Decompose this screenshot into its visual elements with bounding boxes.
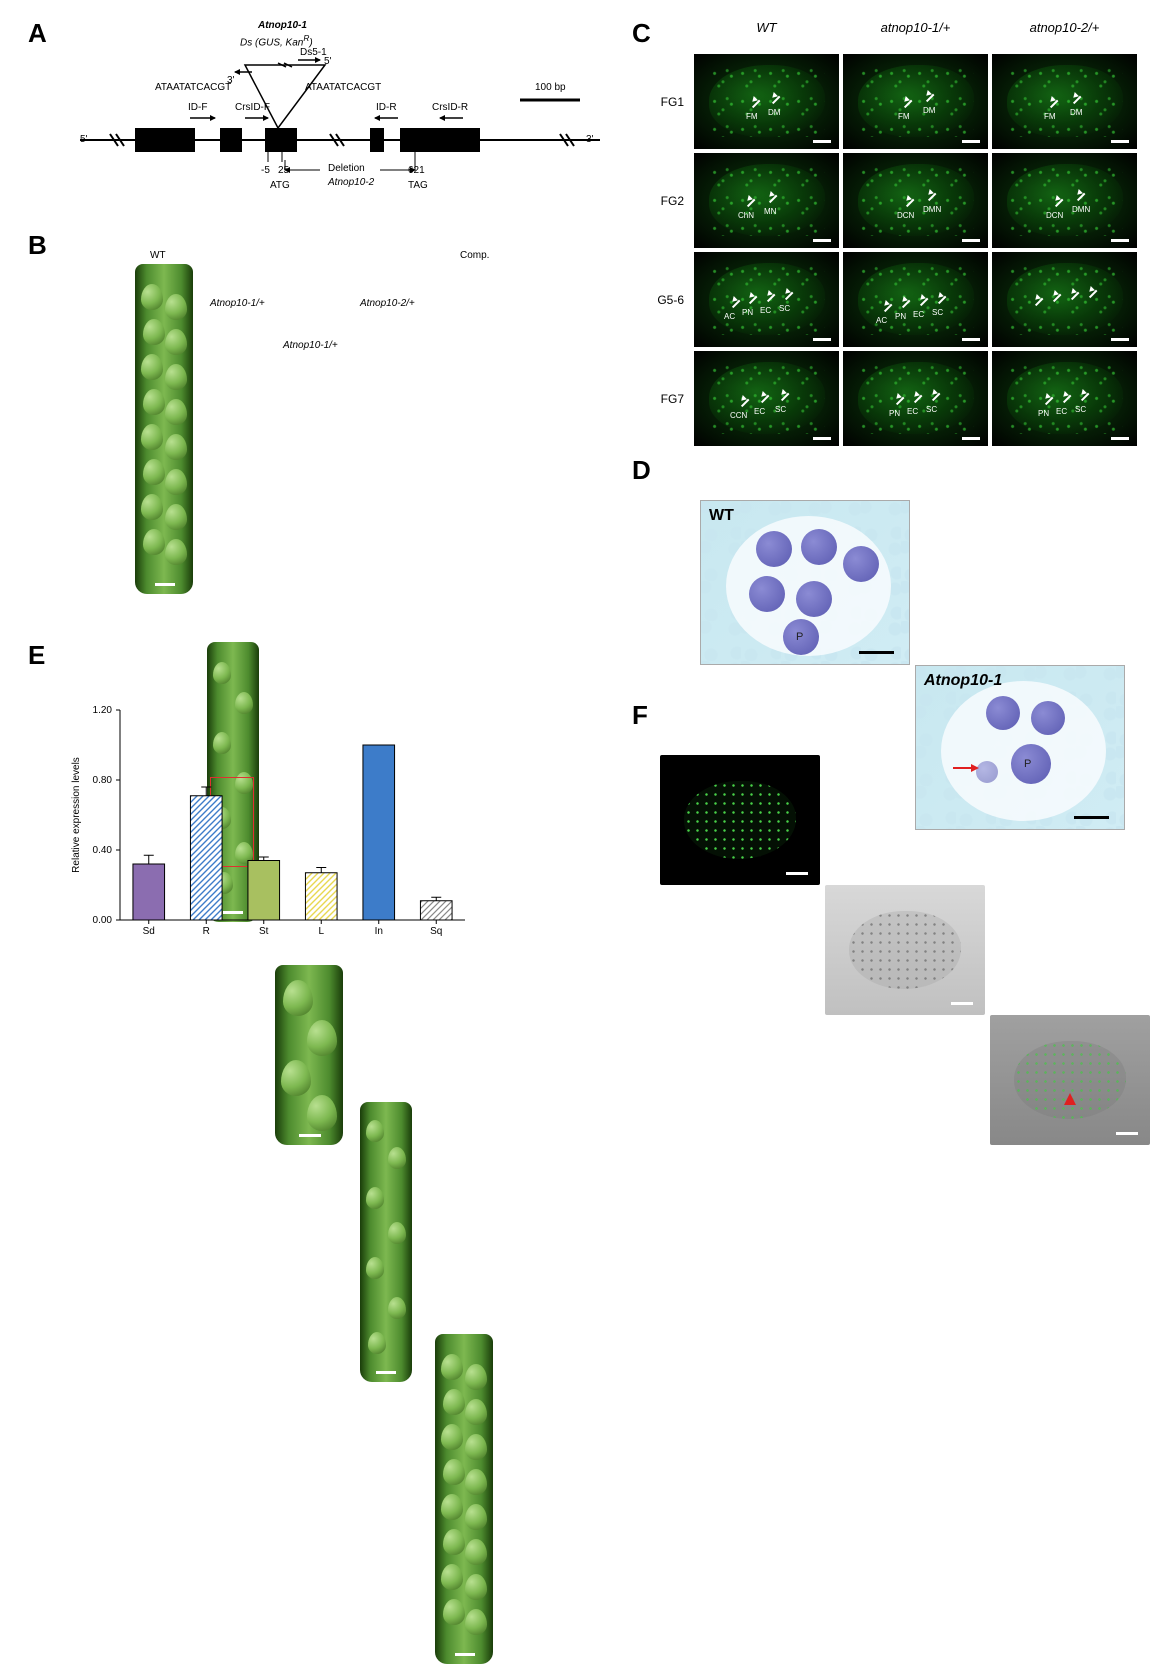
c-r2c2: DCN DMN (843, 153, 988, 248)
c-r2c1: ChN MN (694, 153, 839, 248)
silique-a2 (360, 1102, 412, 1382)
row-fg2: FG2 (640, 153, 690, 248)
f-merge (990, 1015, 1150, 1145)
c-r1c1: FM DM (694, 54, 839, 149)
c-r2c3: DCN DMN (992, 153, 1137, 248)
tag: TAG (408, 180, 428, 191)
idf: ID-F (188, 102, 207, 113)
svg-text:R: R (203, 926, 210, 937)
p25: 25 (278, 165, 289, 176)
col-a2: atnop10-2/+ (992, 20, 1137, 50)
row-g56: G5-6 (640, 252, 690, 347)
svg-text:L: L (318, 926, 324, 937)
svg-text:1.20: 1.20 (93, 705, 113, 716)
c-r3c2: AC PN EC SC (843, 252, 988, 347)
panel-d-container: P WT P Atnop10-1 (700, 500, 1130, 670)
svg-text:Relative expression levels: Relative expression levels (71, 757, 82, 873)
svg-text:In: In (375, 926, 383, 937)
scale-text: 100 bp (535, 82, 566, 93)
c-r3c3 (992, 252, 1137, 347)
crsidf: CrsID-F (235, 102, 270, 113)
crsidr: CrsID-R (432, 102, 468, 113)
5p-left: 5' (80, 134, 87, 145)
panel-b-label: B (28, 230, 47, 261)
f-bright (825, 885, 985, 1015)
panel-e-chart: 0.00 0.40 0.80 1.20 Relative expression leve… (65, 700, 485, 960)
d-wt: P WT (700, 500, 910, 665)
svg-text:0.40: 0.40 (93, 845, 113, 856)
a2-label: Atnop10-2/+ (360, 298, 415, 309)
flank-r: ATAATATCACGT (305, 82, 381, 93)
comp-label: Comp. (460, 250, 489, 261)
m5: -5 (261, 165, 270, 176)
panel-c-grid: WT atnop10-1/+ atnop10-2/+ FG1 FM DM FM … (640, 20, 1137, 446)
c-r1c3: FM DM (992, 54, 1137, 149)
a1b-label: Atnop10-1/+ (283, 340, 338, 351)
c-r4c3: PN EC SC (992, 351, 1137, 446)
panel-a-label: A (28, 18, 47, 49)
row-fg1: FG1 (640, 54, 690, 149)
flank-l: ATAATATCACGT (155, 82, 231, 93)
idr: ID-R (376, 102, 397, 113)
svg-text:Sq: Sq (430, 926, 442, 937)
c-r4c2: PN EC SC (843, 351, 988, 446)
c-r4c1: CCN EC SC (694, 351, 839, 446)
silique-wt (135, 264, 193, 594)
svg-text:0.00: 0.00 (93, 915, 113, 926)
row-fg7: FG7 (640, 351, 690, 446)
f-fluor (660, 755, 820, 885)
panel-e-label: E (28, 640, 45, 671)
col-a1: atnop10-1/+ (843, 20, 988, 50)
wt-label: WT (150, 250, 166, 261)
panel-b-container: WT Atnop10-1/+ Atnop10-1/+ Atnop10-2/+ C… (125, 250, 525, 620)
panel-a-diagram: Atnop10-1 Ds (GUS, KanR) Ds5-1 3' 5' ATA… (80, 20, 600, 220)
col-wt: WT (694, 20, 839, 50)
panel-f-container (660, 755, 1160, 905)
panel-f-label: F (632, 700, 648, 731)
c-r1c2: FM DM (843, 54, 988, 149)
5p: 5' (324, 56, 331, 67)
silique-comp (435, 1334, 493, 1664)
silique-zoom (275, 965, 343, 1145)
svg-text:0.80: 0.80 (93, 775, 113, 786)
3p-right: 3' (586, 134, 593, 145)
svg-text:Sd: Sd (143, 926, 155, 937)
p621: 621 (408, 165, 425, 176)
deletion: Deletion (328, 163, 365, 174)
ds51: Ds5-1 (300, 47, 327, 58)
atnop-top: Atnop10-1 (258, 20, 307, 31)
a1-label: Atnop10-1/+ (210, 298, 265, 309)
red-arrowhead-icon (1062, 1093, 1078, 1109)
svg-text:St: St (259, 926, 269, 937)
allele2: Atnop10-2 (328, 177, 374, 188)
c-r3c1: AC PN EC SC (694, 252, 839, 347)
atg: ATG (270, 180, 290, 191)
panel-d-label: D (632, 455, 651, 486)
